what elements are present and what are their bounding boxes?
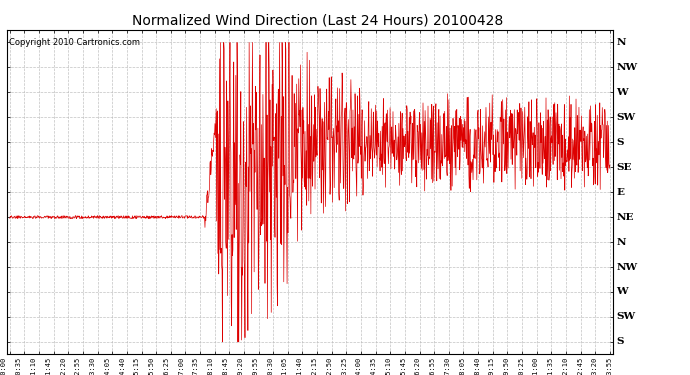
Text: E: E: [616, 188, 624, 196]
Text: S: S: [616, 138, 624, 147]
Text: 21:35: 21:35: [548, 356, 553, 375]
Text: 21:00: 21:00: [533, 356, 539, 375]
Text: 07:00: 07:00: [178, 356, 184, 375]
Text: 20:25: 20:25: [518, 356, 524, 375]
Text: W: W: [616, 288, 628, 297]
Text: 18:40: 18:40: [474, 356, 480, 375]
Text: 05:50: 05:50: [148, 356, 155, 375]
Text: 15:10: 15:10: [385, 356, 391, 375]
Text: 14:35: 14:35: [371, 356, 376, 375]
Text: 04:05: 04:05: [104, 356, 110, 375]
Text: 19:50: 19:50: [503, 356, 509, 375]
Text: N: N: [616, 38, 626, 47]
Text: 15:45: 15:45: [400, 356, 406, 375]
Text: 05:15: 05:15: [134, 356, 140, 375]
Text: 18:05: 18:05: [459, 356, 465, 375]
Text: 23:55: 23:55: [607, 356, 613, 375]
Text: 08:45: 08:45: [223, 356, 228, 375]
Text: Copyright 2010 Cartronics.com: Copyright 2010 Cartronics.com: [10, 38, 140, 47]
Text: 19:15: 19:15: [489, 356, 495, 375]
Text: 16:55: 16:55: [429, 356, 435, 375]
Text: 16:20: 16:20: [415, 356, 421, 375]
Text: N: N: [616, 238, 626, 247]
Text: NW: NW: [616, 262, 638, 272]
Text: 06:25: 06:25: [164, 356, 170, 375]
Text: 01:10: 01:10: [30, 356, 37, 375]
Text: SE: SE: [616, 163, 631, 172]
Text: SW: SW: [616, 312, 635, 321]
Text: 11:40: 11:40: [297, 356, 302, 375]
Text: 14:00: 14:00: [355, 356, 362, 375]
Text: 22:10: 22:10: [562, 356, 569, 375]
Text: SW: SW: [616, 113, 635, 122]
Text: 02:55: 02:55: [75, 356, 81, 375]
Text: 17:30: 17:30: [444, 356, 450, 375]
Text: NW: NW: [616, 63, 638, 72]
Text: S: S: [616, 338, 624, 346]
Text: 11:05: 11:05: [282, 356, 288, 375]
Text: 09:20: 09:20: [237, 356, 244, 375]
Text: 00:00: 00:00: [1, 356, 7, 375]
Text: 10:30: 10:30: [267, 356, 273, 375]
Text: 12:15: 12:15: [311, 356, 317, 375]
Text: 12:50: 12:50: [326, 356, 332, 375]
Text: 08:10: 08:10: [208, 356, 214, 375]
Text: W: W: [616, 88, 628, 97]
Text: 04:40: 04:40: [119, 356, 125, 375]
Text: 01:45: 01:45: [46, 356, 51, 375]
Text: 23:20: 23:20: [592, 356, 598, 375]
Text: 13:25: 13:25: [341, 356, 347, 375]
Text: 07:35: 07:35: [193, 356, 199, 375]
Text: 09:55: 09:55: [252, 356, 258, 375]
Text: 02:20: 02:20: [60, 356, 66, 375]
Text: 00:35: 00:35: [16, 356, 21, 375]
Text: 22:45: 22:45: [577, 356, 583, 375]
Text: NE: NE: [616, 213, 633, 222]
Text: 03:30: 03:30: [90, 356, 95, 375]
Text: Normalized Wind Direction (Last 24 Hours) 20100428: Normalized Wind Direction (Last 24 Hours…: [132, 13, 503, 27]
